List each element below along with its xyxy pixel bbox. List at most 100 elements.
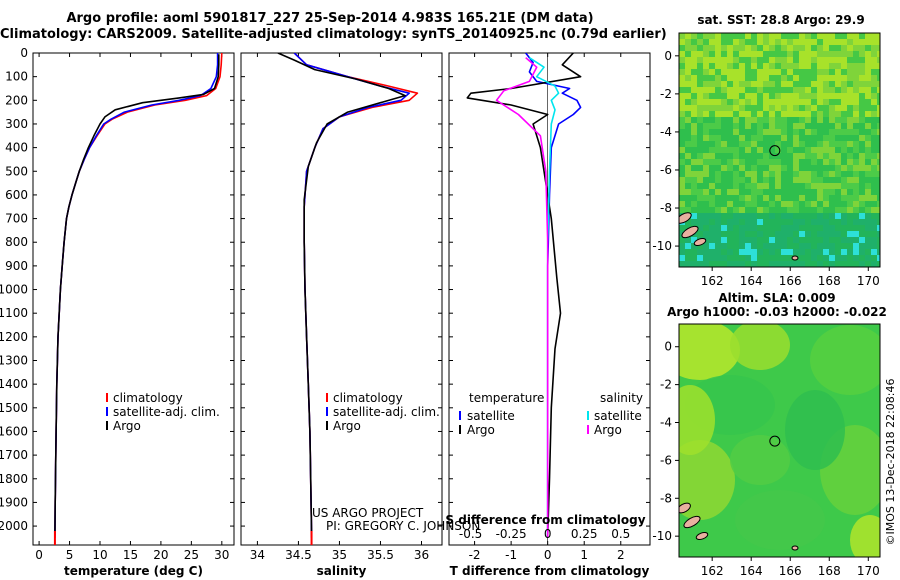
sst-cell xyxy=(835,225,841,231)
sst-cell xyxy=(781,141,787,147)
sst-cell xyxy=(793,183,799,189)
sst-cell xyxy=(721,141,727,147)
sst-cell xyxy=(793,177,799,183)
sst-cell xyxy=(799,123,805,129)
series-line xyxy=(495,57,549,538)
sst-cell xyxy=(715,189,721,195)
sst-cell xyxy=(841,63,847,69)
sst-cell xyxy=(727,195,733,201)
sst-cell xyxy=(805,123,811,129)
depth-tick-label: 1300 xyxy=(0,354,28,368)
sst-cell xyxy=(763,81,769,87)
sst-cell xyxy=(685,183,691,189)
sst-cell xyxy=(847,63,853,69)
sst-cell xyxy=(709,141,715,147)
sst-cell xyxy=(727,99,733,105)
sst-cell xyxy=(763,159,769,165)
sst-cell xyxy=(697,225,703,231)
sst-cell xyxy=(823,93,829,99)
sst-cell xyxy=(817,45,823,51)
sst-cell xyxy=(679,141,685,147)
sst-cell xyxy=(799,135,805,141)
sst-cell xyxy=(727,177,733,183)
sst-cell xyxy=(853,171,859,177)
sst-cell xyxy=(835,219,841,225)
sst-cell xyxy=(715,183,721,189)
sst-cell xyxy=(853,129,859,135)
sst-cell xyxy=(703,171,709,177)
sst-cell xyxy=(859,45,865,51)
sst-cell xyxy=(709,93,715,99)
sst-cell xyxy=(865,111,871,117)
sst-cell xyxy=(871,87,877,93)
sst-cell xyxy=(685,201,691,207)
sst-cell xyxy=(739,165,745,171)
sst-cell xyxy=(757,57,763,63)
sst-cell xyxy=(733,231,739,237)
sst-cell xyxy=(841,69,847,75)
sst-cell xyxy=(817,171,823,177)
sst-cell xyxy=(781,213,787,219)
sst-cell xyxy=(721,189,727,195)
sst-cell xyxy=(841,105,847,111)
sst-cell xyxy=(859,213,865,219)
sst-cell xyxy=(871,177,877,183)
sst-cell xyxy=(805,117,811,123)
sst-cell xyxy=(805,165,811,171)
sst-cell xyxy=(703,33,709,39)
sst-cell xyxy=(781,201,787,207)
sst-cell xyxy=(679,201,685,207)
sst-cell xyxy=(685,87,691,93)
sst-cell xyxy=(685,243,691,249)
sst-cell xyxy=(733,255,739,261)
sst-cell xyxy=(835,153,841,159)
sst-cell xyxy=(859,57,865,63)
sst-cell xyxy=(829,87,835,93)
sst-cell xyxy=(877,123,880,129)
sst-cell xyxy=(787,147,793,153)
sst-cell xyxy=(715,195,721,201)
sst-cell xyxy=(853,57,859,63)
sst-cell xyxy=(793,219,799,225)
sst-cell xyxy=(823,45,829,51)
sst-cell xyxy=(739,81,745,87)
x-tick-label: 35.5 xyxy=(367,548,394,562)
sst-cell xyxy=(763,255,769,261)
sst-cell xyxy=(811,255,817,261)
sst-cell xyxy=(763,165,769,171)
sst-cell xyxy=(679,63,685,69)
sst-cell xyxy=(691,153,697,159)
sst-cell xyxy=(787,243,793,249)
sst-cell xyxy=(685,249,691,255)
sst-cell xyxy=(769,225,775,231)
sst-cell xyxy=(721,99,727,105)
sst-cell xyxy=(727,249,733,255)
sst-cell xyxy=(715,81,721,87)
sst-cell xyxy=(709,51,715,57)
sst-cell xyxy=(769,45,775,51)
sst-cell xyxy=(793,159,799,165)
sst-cell xyxy=(691,63,697,69)
sst-cell xyxy=(775,51,781,57)
sst-cell xyxy=(709,165,715,171)
sst-cell xyxy=(805,225,811,231)
sst-cell xyxy=(727,51,733,57)
sst-cell xyxy=(799,57,805,63)
sst-cell xyxy=(745,147,751,153)
sst-cell xyxy=(823,123,829,129)
sst-cell xyxy=(877,201,880,207)
sst-cell xyxy=(835,177,841,183)
depth-tick-label: 1500 xyxy=(0,401,28,415)
sst-cell xyxy=(787,111,793,117)
sst-cell xyxy=(715,207,721,213)
sst-cell xyxy=(817,159,823,165)
sst-cell xyxy=(709,63,715,69)
sst-cell xyxy=(763,171,769,177)
x-tick-label: 34.5 xyxy=(285,548,312,562)
sst-cell xyxy=(691,39,697,45)
sst-cell xyxy=(763,243,769,249)
sst-cell xyxy=(769,171,775,177)
sst-cell xyxy=(823,63,829,69)
sst-cell xyxy=(811,111,817,117)
sst-cell xyxy=(871,183,877,189)
